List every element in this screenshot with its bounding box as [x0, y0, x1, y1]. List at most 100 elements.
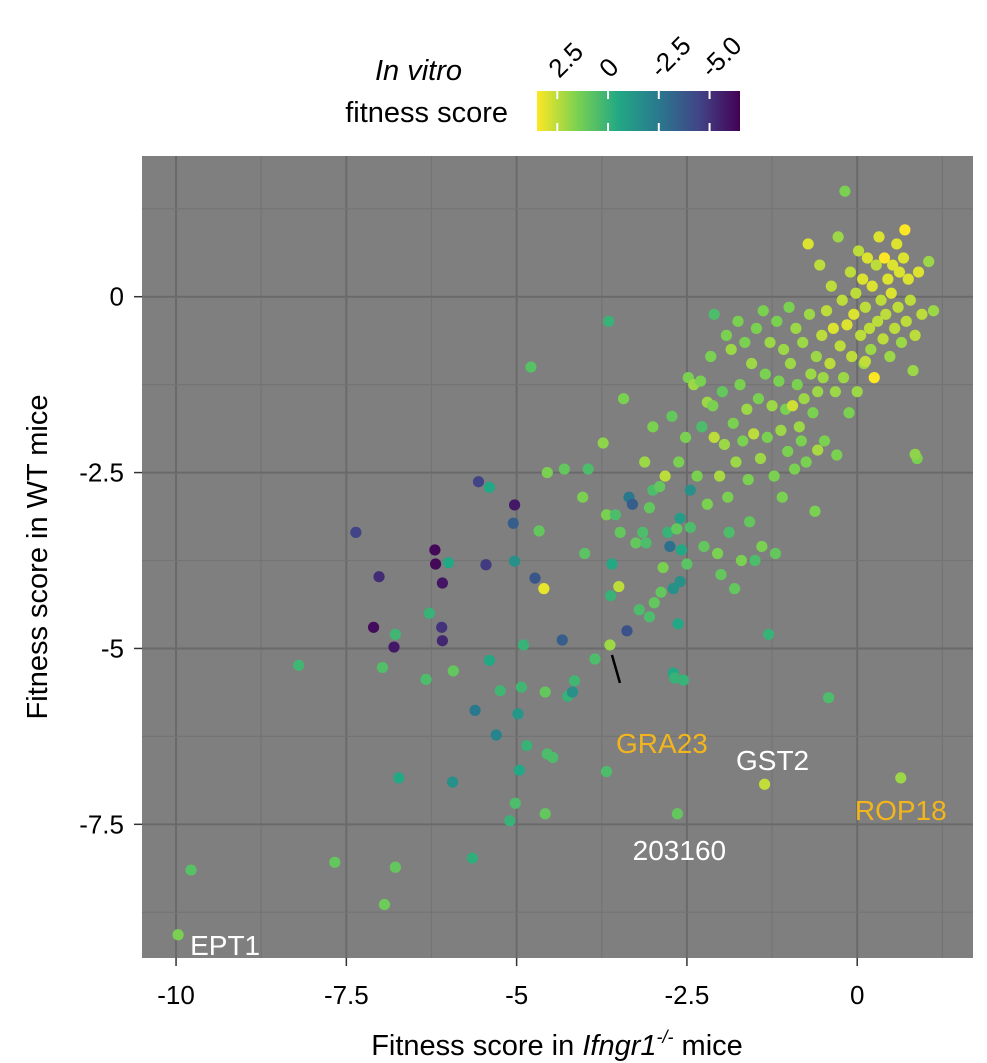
data-point — [820, 305, 833, 317]
data-point — [504, 815, 516, 827]
data-point — [764, 336, 776, 349]
data-point — [727, 417, 739, 429]
data-point — [469, 704, 481, 716]
data-point — [773, 375, 785, 387]
data-point — [508, 555, 521, 567]
data-point — [758, 778, 771, 790]
data-point — [771, 315, 783, 327]
data-point — [837, 372, 850, 384]
data-point — [737, 435, 749, 447]
y-tick-label: -5 — [101, 633, 124, 663]
colorbar-legend: In vitro fitness score 2.5 0 -2.5-5.0 — [345, 30, 747, 131]
data-point — [852, 245, 865, 257]
annotation-label: GST2 — [736, 745, 809, 776]
data-point — [539, 808, 551, 820]
data-point — [389, 861, 401, 873]
data-point — [539, 686, 551, 698]
data-point — [756, 540, 768, 553]
data-point — [602, 315, 615, 327]
data-point — [912, 266, 925, 278]
data-point — [669, 672, 681, 684]
data-point — [350, 526, 362, 538]
data-point — [907, 364, 919, 377]
data-point — [626, 498, 639, 510]
data-point — [875, 294, 887, 306]
data-point — [863, 322, 876, 334]
data-point — [757, 305, 769, 317]
data-point — [558, 463, 570, 475]
data-point — [812, 386, 824, 398]
data-point — [816, 329, 828, 341]
data-point — [759, 368, 771, 380]
data-point — [891, 238, 903, 250]
data-point — [698, 540, 710, 553]
data-point — [711, 547, 724, 560]
data-point — [742, 474, 754, 486]
data-point — [763, 628, 775, 640]
data-point — [605, 590, 617, 602]
data-point — [472, 476, 485, 488]
data-point — [617, 393, 630, 405]
data-point — [893, 266, 906, 278]
data-point — [766, 400, 778, 412]
data-point — [892, 301, 904, 313]
data-point — [897, 252, 910, 264]
x-tick-label: -10 — [157, 980, 195, 1010]
x-tick-label: 0 — [850, 980, 864, 1010]
data-point — [566, 686, 579, 698]
data-point — [909, 448, 921, 460]
data-point — [708, 308, 720, 320]
data-point — [817, 372, 829, 384]
data-point — [696, 421, 708, 433]
colorbar-tick-label: 2.5 — [542, 36, 589, 83]
data-point — [684, 521, 696, 534]
data-point — [786, 400, 799, 412]
data-point — [659, 470, 671, 482]
data-point — [654, 481, 666, 493]
data-point — [880, 308, 892, 320]
data-point — [750, 322, 762, 334]
y-axis-title: Fitness score in WT mice — [22, 395, 54, 720]
data-point — [859, 355, 871, 368]
data-point — [827, 322, 839, 334]
data-point — [436, 635, 448, 647]
data-point — [812, 444, 824, 456]
data-point — [743, 516, 756, 528]
data-point — [791, 379, 803, 391]
annotation-label: 203160 — [633, 835, 726, 866]
data-point — [807, 407, 819, 419]
data-point — [825, 280, 837, 292]
data-point — [429, 558, 442, 570]
data-point — [877, 333, 889, 345]
data-point — [367, 621, 380, 633]
data-point — [517, 639, 530, 651]
x-tick-label: -5 — [505, 980, 528, 1010]
data-point — [447, 776, 459, 788]
data-point — [927, 305, 940, 317]
y-tick-label: -7.5 — [79, 809, 124, 839]
data-point — [597, 437, 609, 449]
data-point — [889, 322, 901, 334]
data-point — [790, 322, 802, 334]
data-point — [870, 259, 882, 271]
data-point — [846, 350, 858, 363]
data-point — [442, 557, 455, 569]
colorbar-tick-label: -2.5 — [644, 30, 697, 83]
data-point — [887, 259, 899, 271]
data-point — [329, 856, 341, 868]
annotation-label: EPT1 — [190, 930, 260, 961]
data-point — [782, 445, 794, 458]
data-point — [850, 287, 862, 299]
data-point — [666, 410, 678, 422]
data-point — [604, 639, 616, 651]
data-point — [714, 470, 726, 482]
data-point — [378, 898, 391, 911]
data-point — [508, 499, 521, 511]
data-point — [172, 929, 184, 941]
data-point — [732, 315, 744, 327]
data-point — [657, 561, 669, 574]
data-point — [515, 681, 527, 693]
data-point — [637, 526, 649, 538]
data-point — [836, 294, 848, 306]
data-point — [802, 238, 814, 250]
